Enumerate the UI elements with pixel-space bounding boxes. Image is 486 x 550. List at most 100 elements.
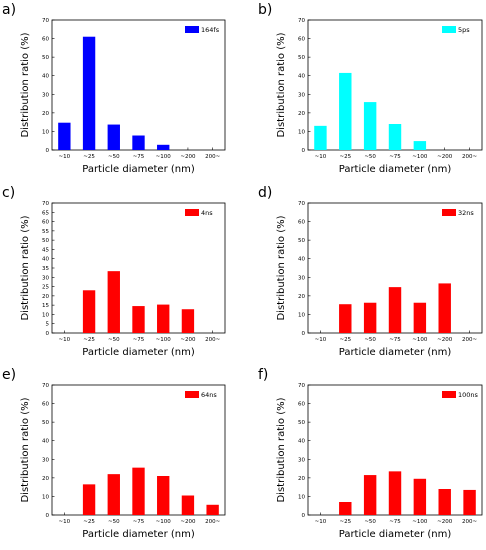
y-tick-label: 20 xyxy=(298,294,305,300)
bar xyxy=(413,141,427,150)
x-tick-label: ~200 xyxy=(437,154,453,160)
legend-swatch xyxy=(442,26,456,33)
x-axis-label: Particle diameter (nm) xyxy=(82,347,195,358)
bar xyxy=(388,471,402,515)
y-tick-label: 70 xyxy=(42,201,49,207)
bar xyxy=(363,302,377,333)
x-tick-label: ~200 xyxy=(437,519,453,525)
x-tick-label: 200~ xyxy=(462,519,477,525)
y-axis-label: Distribution ratio (%) xyxy=(276,215,287,320)
bar xyxy=(413,478,427,515)
panel-label-a: a) xyxy=(2,2,17,18)
y-tick-label: 0 xyxy=(46,513,50,519)
y-tick-label: 25 xyxy=(42,285,49,291)
x-tick-label: ~25 xyxy=(83,154,95,160)
y-tick-label: 60 xyxy=(42,37,49,43)
x-tick-label: ~100 xyxy=(412,519,428,525)
panel-label-c: c) xyxy=(2,185,16,201)
panel-label-d: d) xyxy=(258,185,273,201)
y-tick-label: 30 xyxy=(42,275,49,281)
y-tick-label: 40 xyxy=(42,439,49,445)
x-tick-label: ~100 xyxy=(156,154,172,160)
x-tick-label: ~25 xyxy=(83,519,95,525)
x-tick-label: ~75 xyxy=(389,337,401,343)
x-tick-label: ~10 xyxy=(59,519,71,525)
bar xyxy=(157,304,170,333)
x-axis-label: Particle diameter (nm) xyxy=(82,164,195,175)
y-tick-label: 60 xyxy=(42,220,49,226)
bar xyxy=(339,304,352,333)
x-tick-label: ~25 xyxy=(339,519,351,525)
y-tick-label: 40 xyxy=(298,257,305,263)
y-tick-label: 70 xyxy=(42,18,49,24)
x-tick-label: ~75 xyxy=(133,519,145,525)
panel-label-b: b) xyxy=(258,2,273,18)
x-tick-label: 200~ xyxy=(462,337,477,343)
y-tick-label: 20 xyxy=(42,111,49,117)
x-tick-label: ~75 xyxy=(133,337,145,343)
legend-label: 4ns xyxy=(201,209,213,217)
bar xyxy=(107,124,120,150)
y-tick-label: 70 xyxy=(298,201,305,207)
x-tick-label: ~75 xyxy=(389,154,401,160)
y-tick-label: 10 xyxy=(298,312,305,318)
x-tick-label: ~50 xyxy=(364,154,376,160)
legend-label: 32ns xyxy=(458,209,474,217)
legend-swatch xyxy=(442,391,456,398)
y-tick-label: 20 xyxy=(298,476,305,482)
bar xyxy=(157,476,170,515)
bar xyxy=(413,302,427,333)
y-tick-label: 50 xyxy=(42,420,49,426)
x-tick-label: ~100 xyxy=(156,337,172,343)
x-tick-label: ~25 xyxy=(339,154,351,160)
x-tick-label: ~200 xyxy=(180,154,196,160)
y-tick-label: 20 xyxy=(42,294,49,300)
bar xyxy=(82,36,96,150)
bar xyxy=(438,489,451,515)
y-tick-label: 65 xyxy=(42,210,49,216)
legend-swatch xyxy=(442,209,456,216)
y-axis-label: Distribution ratio (%) xyxy=(20,32,31,137)
bar xyxy=(339,72,352,150)
bar xyxy=(181,309,195,333)
bar xyxy=(314,125,327,150)
y-tick-label: 20 xyxy=(42,476,49,482)
legend-label: 164fs xyxy=(201,26,220,34)
y-tick-label: 0 xyxy=(46,331,50,337)
legend-label: 100ns xyxy=(458,391,479,399)
y-tick-label: 60 xyxy=(42,402,49,408)
bar xyxy=(82,290,96,333)
bar xyxy=(82,484,96,515)
x-tick-label: ~50 xyxy=(108,337,120,343)
y-tick-label: 40 xyxy=(42,74,49,80)
y-tick-label: 40 xyxy=(42,257,49,263)
x-tick-label: ~10 xyxy=(59,337,71,343)
bar xyxy=(107,474,120,515)
bar xyxy=(132,135,145,150)
bar xyxy=(339,502,352,515)
y-tick-label: 50 xyxy=(298,420,305,426)
bar xyxy=(206,504,219,515)
x-tick-label: ~10 xyxy=(59,154,71,160)
y-tick-label: 30 xyxy=(298,92,305,98)
x-axis-label: Particle diameter (nm) xyxy=(339,347,452,358)
y-axis-label: Distribution ratio (%) xyxy=(20,397,31,502)
x-tick-label: ~200 xyxy=(180,337,196,343)
y-tick-label: 5 xyxy=(46,322,50,328)
y-tick-label: 10 xyxy=(298,494,305,500)
y-tick-label: 30 xyxy=(42,457,49,463)
x-tick-label: ~75 xyxy=(133,154,145,160)
y-axis-label: Distribution ratio (%) xyxy=(276,397,287,502)
y-tick-label: 40 xyxy=(298,74,305,80)
legend-label: 64ns xyxy=(201,391,217,399)
bar xyxy=(388,124,402,150)
y-tick-label: 50 xyxy=(42,238,49,244)
x-tick-label: 200~ xyxy=(205,519,220,525)
y-tick-label: 10 xyxy=(42,312,49,318)
y-tick-label: 70 xyxy=(298,18,305,24)
bar xyxy=(58,122,71,150)
panel-label-e: e) xyxy=(2,367,17,383)
y-tick-label: 35 xyxy=(42,266,49,272)
